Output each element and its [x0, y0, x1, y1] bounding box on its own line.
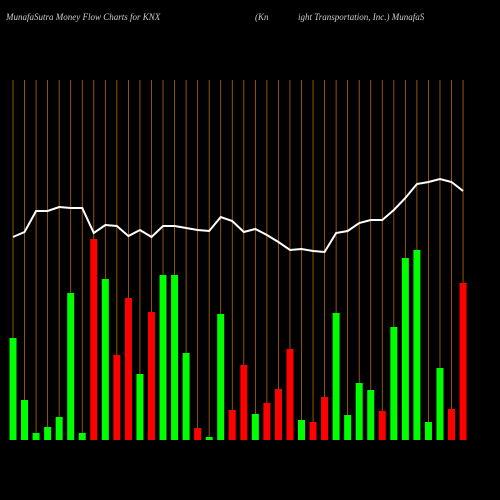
bar: [378, 411, 386, 440]
bar: [44, 427, 52, 440]
bar: [298, 420, 305, 440]
bar: [286, 349, 294, 440]
bar: [448, 409, 456, 440]
bar: [367, 390, 375, 440]
bar: [228, 410, 236, 440]
bar: [401, 258, 409, 440]
bar: [205, 437, 213, 440]
bar: [344, 415, 352, 440]
bar: [124, 298, 132, 440]
bar: [217, 314, 225, 440]
bar: [424, 422, 432, 440]
bar: [147, 312, 155, 440]
bar: [159, 275, 167, 440]
bar: [90, 239, 98, 440]
bar: [171, 275, 179, 440]
bar: [274, 389, 282, 440]
bar: [413, 250, 421, 440]
bar: [78, 433, 86, 440]
chart-title: (Kn: [255, 12, 269, 22]
bar: [113, 355, 121, 440]
bar: [21, 400, 29, 440]
bar: [32, 433, 40, 440]
bar: [309, 422, 317, 440]
bar: [263, 403, 271, 440]
bar: [355, 383, 363, 440]
bar: [9, 338, 17, 440]
bar: [459, 283, 467, 440]
bar: [182, 353, 190, 440]
bar: [321, 397, 329, 440]
chart-title: MunafaSutra Money Flow Charts for KNX: [5, 12, 161, 22]
bar: [390, 327, 398, 440]
bar: [194, 428, 202, 440]
bar: [136, 374, 144, 440]
bar: [101, 279, 109, 440]
chart-title: ight Transportation, Inc.) MunafaS: [298, 12, 425, 22]
bar: [251, 414, 259, 440]
bar: [436, 368, 444, 440]
bar: [55, 417, 63, 440]
line: [12, 177, 464, 254]
bar: [332, 313, 340, 440]
bar: [240, 365, 248, 440]
bar: [67, 293, 75, 440]
